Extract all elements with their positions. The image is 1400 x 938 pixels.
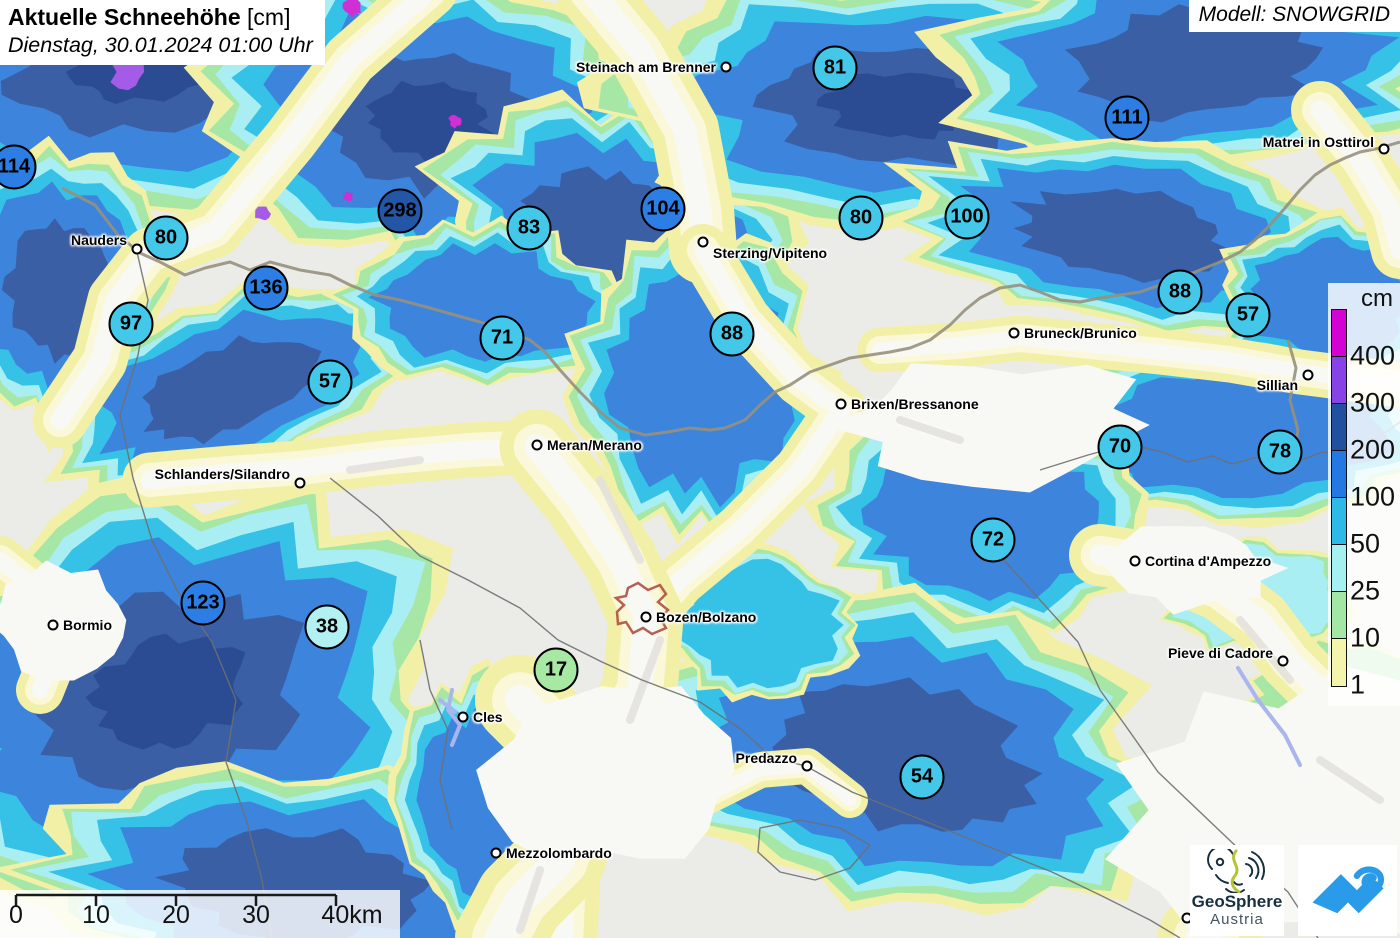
page-title: Aktuelle Schneehöhe [cm] [8, 4, 313, 31]
station-snow-depth-badge: 88 [709, 311, 755, 357]
city-dot-icon [697, 236, 709, 248]
legend-color-cell [1332, 404, 1346, 451]
city-label: Bruneck/Brunico [1024, 325, 1137, 341]
scale-bar-label: 20 [162, 901, 190, 929]
city-label: Sillian [1256, 377, 1298, 393]
legend-color-cell [1332, 357, 1346, 404]
station-snow-depth-badge: 71 [479, 315, 525, 361]
city-dot-icon [1129, 555, 1141, 567]
legend-color-cell [1332, 451, 1346, 498]
city-dot-icon [1302, 369, 1314, 381]
legend: cm 400 300 200 100 50 25 10 1 [1328, 283, 1400, 706]
title-main: Aktuelle Schneehöhe [8, 4, 241, 30]
geosphere-name: GeoSphere [1191, 892, 1283, 911]
station-snow-depth-badge: 114 [0, 144, 37, 190]
station-snow-depth-badge: 298 [377, 188, 423, 234]
station-snow-depth-badge: 17 [533, 647, 579, 693]
avalanche-logo [1298, 845, 1397, 936]
legend-color-cell [1332, 498, 1346, 545]
city-label: Cles [473, 709, 503, 725]
city-dot-icon [720, 61, 732, 73]
station-snow-depth-badge: 57 [1225, 292, 1271, 338]
city-label: Pieve di Cadore [1167, 645, 1273, 661]
city-label: Matrei in Osttirol [1262, 134, 1374, 150]
station-snow-depth-badge: 97 [108, 301, 154, 347]
station-snow-depth-badge: 80 [143, 215, 189, 261]
city-dot-icon [1378, 143, 1390, 155]
geosphere-contours-icon [1207, 849, 1265, 893]
city-dot-icon [835, 398, 847, 410]
legend-color-cell [1332, 592, 1346, 639]
city-dot-icon [801, 760, 813, 772]
station-snow-depth-badge: 136 [243, 265, 289, 311]
city-dot-icon [490, 847, 502, 859]
station-snow-depth-badge: 104 [640, 186, 686, 232]
legend-threshold-label: 400 [1350, 340, 1396, 371]
station-snow-depth-badge: 57 [307, 359, 353, 405]
station-snow-depth-badge: 83 [506, 205, 552, 251]
city-label: Predazzo [735, 750, 797, 766]
city-dot-icon [640, 611, 652, 623]
city-label: Meran/Merano [547, 437, 642, 453]
legend-color-cell [1332, 310, 1346, 357]
legend-threshold-label: 200 [1350, 434, 1396, 465]
city-dot-icon [531, 439, 543, 451]
city-label: Brixen/Bressanone [851, 396, 979, 412]
legend-threshold-label: 300 [1350, 387, 1396, 418]
legend-threshold-label: 50 [1350, 528, 1381, 559]
city-label: Cortina d'Ampezzo [1145, 553, 1272, 569]
station-snow-depth-badge: 100 [944, 194, 990, 240]
geosphere-logo: GeoSphere Austria [1190, 845, 1284, 936]
city-label: Mezzolombardo [506, 845, 612, 861]
city-label: Bormio [63, 617, 112, 633]
scale-bar-label: 0 [9, 901, 23, 929]
station-snow-depth-badge: 78 [1257, 429, 1303, 475]
city-dot-icon [1277, 655, 1289, 667]
scale-bar-label: 40km [321, 901, 383, 929]
city-label: Schlanders/Silandro [154, 466, 290, 482]
city-dot-icon [131, 243, 143, 255]
scale-bar-label: 30 [242, 901, 270, 929]
station-snow-depth-badge: 70 [1097, 424, 1143, 470]
scale-bar-ticks [14, 893, 338, 906]
scale-bar-label: 10 [82, 901, 110, 929]
station-snow-depth-badge: 81 [812, 45, 858, 91]
station-snow-depth-badge: 54 [899, 754, 945, 800]
legend-colorbar [1331, 309, 1347, 687]
station-snow-depth-badge: 88 [1157, 269, 1203, 315]
blue-mountain-icon [1311, 865, 1384, 913]
legend-threshold-label: 25 [1350, 575, 1381, 606]
title-datetime: Dienstag, 30.01.2024 01:00 Uhr [8, 33, 313, 57]
legend-threshold-label: 1 [1350, 669, 1366, 700]
legend-unit: cm [1361, 285, 1393, 312]
city-label: Sterzing/Vipiteno [713, 245, 828, 261]
station-snow-depth-badge: 123 [180, 580, 226, 626]
station-snow-depth-badge: 80 [838, 195, 884, 241]
scale-bar: 0 10 20 30 40km [0, 890, 400, 938]
city-dot-icon [1008, 327, 1020, 339]
geosphere-country: Austria [1210, 910, 1264, 928]
legend-color-cell [1332, 639, 1346, 686]
legend-threshold-label: 10 [1350, 622, 1381, 653]
city-dot-icon [47, 619, 59, 631]
station-snow-depth-badge: 111 [1104, 95, 1150, 141]
model-label: Modell: SNOWGRID [1188, 0, 1400, 32]
city-label: Steinach am Brenner [575, 59, 716, 75]
city-dot-icon [294, 477, 306, 489]
city-dot-icon [457, 711, 469, 723]
station-snow-depth-badge: 38 [304, 604, 350, 650]
title-box: Aktuelle Schneehöhe [cm] Dienstag, 30.01… [0, 0, 325, 65]
legend-color-cell [1332, 545, 1346, 592]
station-snow-depth-badge: 72 [970, 517, 1016, 563]
city-label: Bozen/Bolzano [656, 609, 757, 625]
legend-threshold-label: 100 [1350, 481, 1396, 512]
city-label: Nauders [70, 232, 127, 248]
title-unit: [cm] [247, 4, 291, 30]
